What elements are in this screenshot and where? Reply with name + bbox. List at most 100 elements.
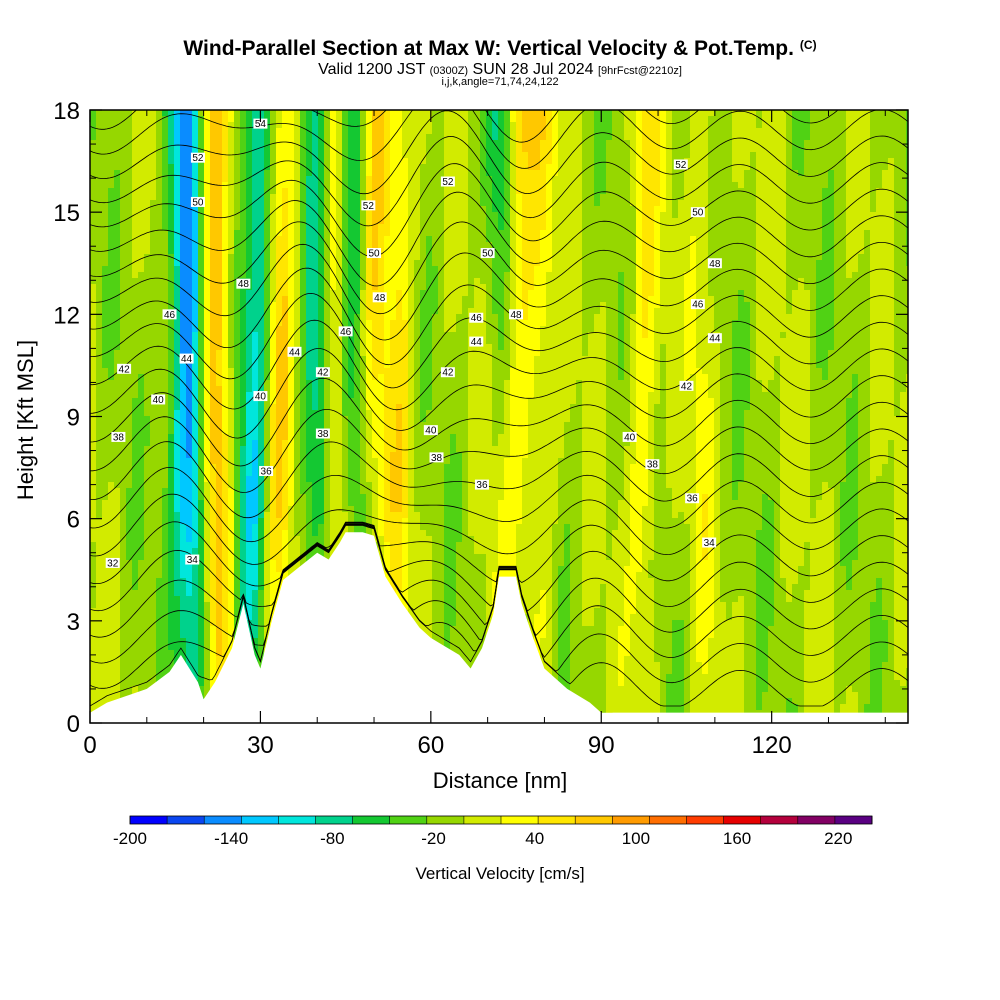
contour-label: 42: [119, 364, 131, 375]
colorbar-tick-label: -140: [214, 829, 248, 848]
contour-label: 32: [107, 558, 119, 569]
contour-label-bg: [423, 425, 438, 436]
contour-label-bg: [361, 200, 376, 211]
terrain: [90, 532, 908, 723]
subtitle-utc: (0300Z): [429, 65, 469, 77]
x-axis-label: Distance [nm]: [432, 768, 568, 793]
y-tick-label: 3: [67, 609, 80, 636]
colorbar-swatch: [797, 816, 836, 824]
contour-label-bg: [315, 428, 330, 439]
colorbar-swatch: [612, 816, 650, 824]
colorbar-tick-label: -80: [320, 829, 345, 848]
contour-label: 46: [471, 313, 483, 324]
colorbar-swatch: [426, 816, 465, 824]
colorbar-swatch: [501, 816, 539, 824]
colorbar-swatch: [575, 816, 613, 824]
contour-label-bg: [185, 554, 200, 565]
x-tick-label: 90: [588, 732, 615, 759]
contour-label-bg: [372, 292, 387, 303]
contour-label-bg: [480, 248, 495, 259]
y-tick-label: 0: [67, 711, 80, 738]
colorbar-swatch: [167, 816, 205, 824]
contour-label: 38: [647, 460, 659, 471]
contour-label: 40: [153, 395, 165, 406]
contour-label-bg: [690, 299, 705, 310]
contour-label: 46: [340, 327, 352, 338]
colorbar-tick-label: -20: [421, 829, 446, 848]
contour-label: 48: [374, 293, 386, 304]
contour-label-bg: [702, 537, 717, 548]
colorbar-swatch: [352, 816, 391, 824]
theta-contour: [90, 221, 908, 315]
copyright-mark: (C): [799, 38, 817, 52]
colorbar-label: Vertical Velocity [cm/s]: [415, 864, 585, 883]
theta-contour: [90, 292, 908, 389]
contour-label: 42: [442, 368, 454, 379]
theta-contour: [90, 243, 908, 341]
theta-contour: [90, 521, 908, 587]
terrain-mask: [90, 532, 908, 723]
contour-label: 52: [675, 160, 687, 171]
y-tick-label: 12: [53, 302, 80, 329]
x-tick-label: 30: [247, 732, 274, 759]
subtitle-valid: Valid 1200 JST: [318, 61, 426, 78]
theta-contour: [90, 377, 908, 467]
contour-label-bg: [509, 309, 524, 320]
theta-contour: [90, 110, 908, 169]
contour-label: 44: [181, 354, 193, 365]
theta-contour: [90, 319, 908, 411]
chart-subtitle: Valid 1200 JST (0300Z) SUN 28 Jul 2024 […: [0, 61, 1000, 79]
contour-label: 38: [431, 453, 443, 464]
contour-label: 42: [317, 368, 329, 379]
contour-label: 42: [681, 381, 693, 392]
contour-label-bg: [287, 346, 302, 357]
contour-label-bg: [190, 152, 205, 163]
contour-label: 52: [442, 177, 454, 188]
theta-contour: [90, 409, 908, 493]
contour-label: 46: [164, 310, 176, 321]
colorbar-swatch: [686, 816, 725, 824]
theta-contour: [90, 267, 908, 366]
contour-label-bg: [105, 557, 120, 568]
contour-label: 44: [709, 334, 721, 345]
contour-label-bg: [367, 248, 382, 259]
contour-label: 40: [624, 432, 636, 443]
contour-label-bg: [111, 431, 126, 442]
colorbar-tick-label: 160: [723, 829, 751, 848]
y-axis-label: Height [Kft MSL]: [13, 339, 38, 501]
contour-label-bg: [338, 326, 353, 337]
colorbar-swatch: [278, 816, 316, 824]
contour-label-bg: [440, 176, 455, 187]
contour-label-bg: [474, 479, 489, 490]
subtitle-date: SUN 28 Jul 2024: [472, 61, 594, 78]
contour-label-bg: [469, 312, 484, 323]
colorbar-swatch: [130, 816, 168, 824]
contour-label-bg: [429, 452, 444, 463]
y-tick-label: 18: [53, 98, 80, 125]
contour-label: 40: [255, 392, 267, 403]
contour-label: 34: [187, 555, 199, 566]
contour-label: 50: [368, 249, 380, 260]
contour-label-bg: [679, 380, 694, 391]
theta-contour: [90, 441, 908, 519]
contour-label-bg: [690, 207, 705, 218]
contour-label: 44: [471, 337, 483, 348]
y-tick-label: 9: [67, 405, 80, 432]
colorbar: -200 -140 -80 -20 40 100 160 220: [113, 815, 873, 848]
theta-contours: [90, 110, 908, 707]
contour-label-bg: [673, 159, 688, 170]
colorbar-tick-label: 100: [622, 829, 650, 848]
contour-label-bg: [253, 391, 268, 402]
x-tick-label: 0: [83, 732, 96, 759]
contour-label: 54: [255, 119, 267, 130]
theta-contour: [90, 135, 908, 227]
colorbar-tick-label: 220: [824, 829, 852, 848]
colorbar-swatch: [723, 816, 762, 824]
colorbar-tick-label: 40: [525, 829, 544, 848]
colorbar-swatch: [760, 816, 799, 824]
theta-contour: [90, 466, 908, 543]
contour-label-bg: [469, 336, 484, 347]
